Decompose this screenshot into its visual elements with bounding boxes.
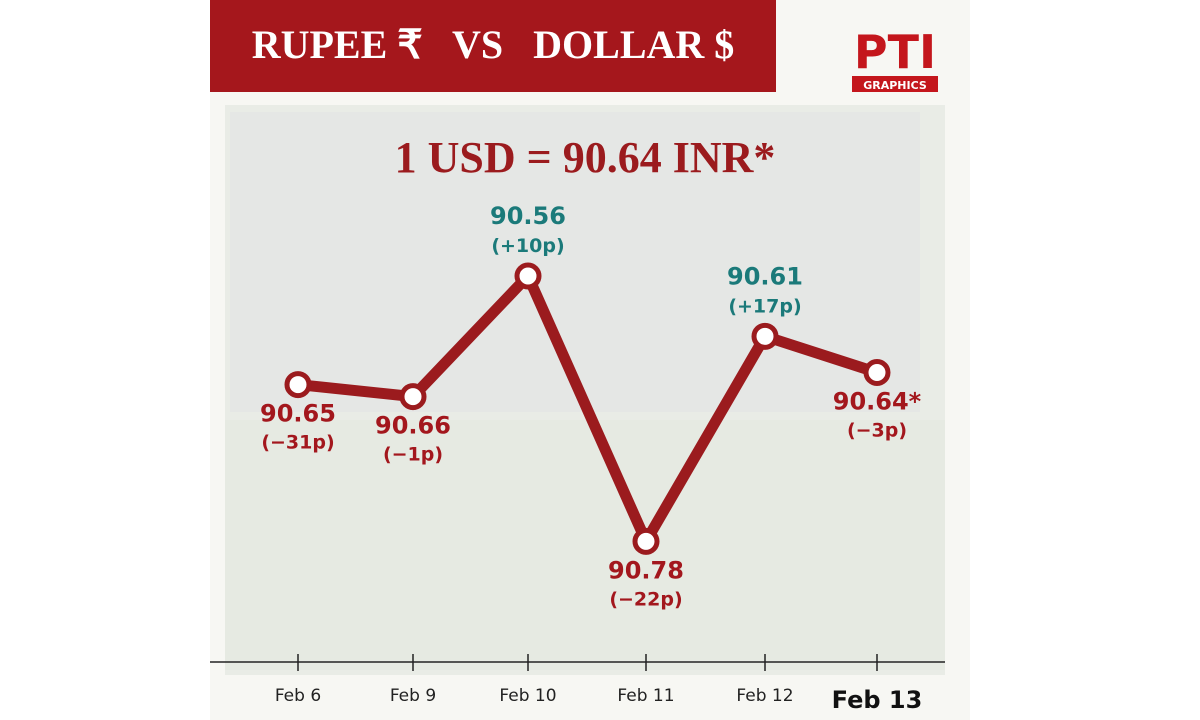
change-label: (−31p)	[261, 432, 334, 454]
line	[292, 270, 883, 547]
point	[632, 527, 660, 555]
rupee-note	[230, 112, 920, 412]
point	[751, 322, 779, 350]
logo-caption-bg	[852, 76, 938, 92]
value-label: 90.78	[608, 556, 684, 584]
point	[284, 371, 312, 399]
change-label: (+17p)	[728, 295, 801, 317]
change-label: (+10p)	[491, 235, 564, 257]
chart-subtitle: 1 USD = 90.64 INR*	[395, 133, 776, 182]
point	[399, 383, 427, 411]
logo-caption: GRAPHICS	[863, 79, 927, 92]
value-label: 90.65	[260, 400, 336, 428]
dollar-note	[225, 420, 945, 670]
point	[863, 359, 891, 386]
value-label: 90.56	[490, 202, 566, 230]
value-label: 90.66	[375, 412, 451, 440]
x-tick-label: Feb 11	[617, 686, 674, 706]
value-label: 90.61	[727, 262, 803, 290]
value-label: 90.64*	[833, 388, 922, 416]
x-tick-label: Feb 9	[390, 686, 436, 706]
x-tick-label: Feb 6	[275, 686, 321, 706]
logo-text: PTI	[854, 25, 936, 79]
x-tick-label: Feb 13	[832, 686, 923, 714]
change-label: (−1p)	[383, 444, 443, 466]
change-label: (−3p)	[847, 420, 907, 442]
x-tick-label: Feb 12	[736, 686, 793, 706]
title-banner	[210, 0, 776, 92]
point	[514, 262, 542, 290]
change-label: (−22p)	[609, 588, 682, 610]
x-tick-label: Feb 10	[499, 686, 556, 706]
chart-title: RUPEE ₹ VS DOLLAR $	[252, 22, 735, 67]
